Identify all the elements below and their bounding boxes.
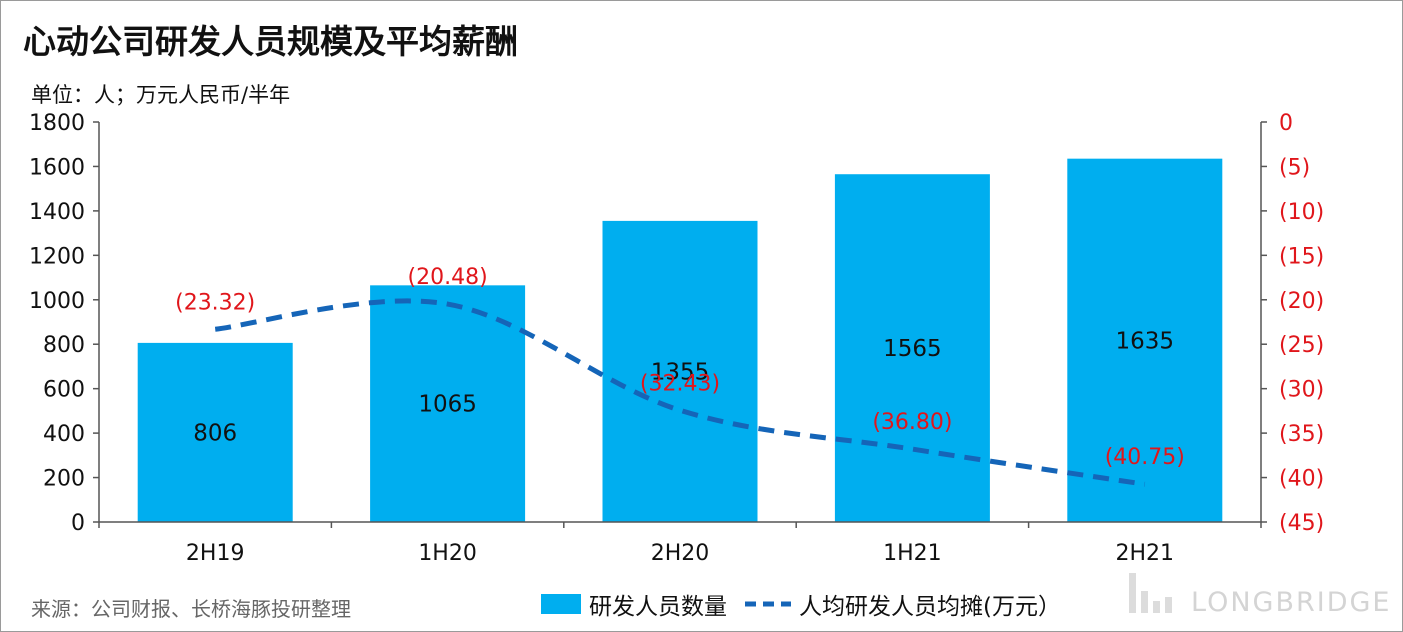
y-left-tick-label: 0 [71,511,85,536]
y-right-tick-label: (20) [1279,289,1324,314]
y-right-tick-label: (45) [1279,511,1324,536]
bar [1067,158,1223,522]
y-left-tick-label: 1000 [29,289,85,314]
y-left-tick-label: 1400 [29,200,85,225]
line-value-label: (32.43) [640,371,720,396]
legend-label-line: 人均研发人员均摊(万元） [799,594,1061,620]
y-right-tick-label: (25) [1279,333,1324,358]
legend-swatch-bar [541,594,581,614]
bar-value-label: 806 [193,420,237,446]
y-right-tick-label: (40) [1279,467,1324,492]
y-right-tick-label: (15) [1279,244,1324,269]
chart-title: 心动公司研发人员规模及平均薪酬 [23,22,518,61]
watermark-brand: LONGBRIDGE [1191,587,1392,618]
line-value-label: (23.32) [175,290,255,315]
y-left-tick-label: 1600 [29,155,85,180]
y-right-tick-label: 0 [1279,111,1293,136]
bar [370,285,526,522]
y-right-tick-label: (30) [1279,378,1324,403]
y-left-tick-label: 1800 [29,111,85,136]
legend: 研发人员数量 人均研发人员均摊(万元） [541,587,1061,621]
bar [834,174,990,522]
avg-cost-line [214,298,1146,487]
legend-bar-rect [541,594,581,614]
y-left-tick-label: 1200 [29,244,85,269]
x-tick-label: 2H20 [651,541,710,566]
bar-value-label: 1065 [418,392,477,418]
x-tick-label: 1H21 [883,541,942,566]
line-value-label: (20.48) [408,265,488,290]
y-right-tick-label: (5) [1279,155,1310,180]
x-tick-label: 2H21 [1116,541,1175,566]
bar-value-label: 1635 [1116,328,1175,354]
bar-value-label: 1565 [883,336,942,362]
line-value-label: (36.80) [872,410,952,435]
source-note: 来源：公司财报、长桥海豚投研整理 [31,597,351,621]
y-left-tick-label: 800 [43,333,85,358]
y-right-tick-label: (10) [1279,200,1324,225]
bar [602,220,758,522]
bar [137,342,293,522]
line-value-label: (40.75) [1105,445,1185,470]
legend-label-bar: 研发人员数量 [589,594,727,620]
x-tick-label: 1H20 [418,541,477,566]
watermark-bars-icon [1129,573,1172,613]
bar-value-label: 1355 [651,359,710,385]
y-right-tick-label: (35) [1279,422,1324,447]
x-tick-label: 2H19 [186,541,245,566]
legend-swatch-line [745,601,791,607]
y-left-tick-label: 400 [43,422,85,447]
y-left-tick-label: 200 [43,467,85,492]
unit-label: 单位：人；万元人民币/半年 [31,83,291,107]
y-left-tick-label: 600 [43,378,85,403]
